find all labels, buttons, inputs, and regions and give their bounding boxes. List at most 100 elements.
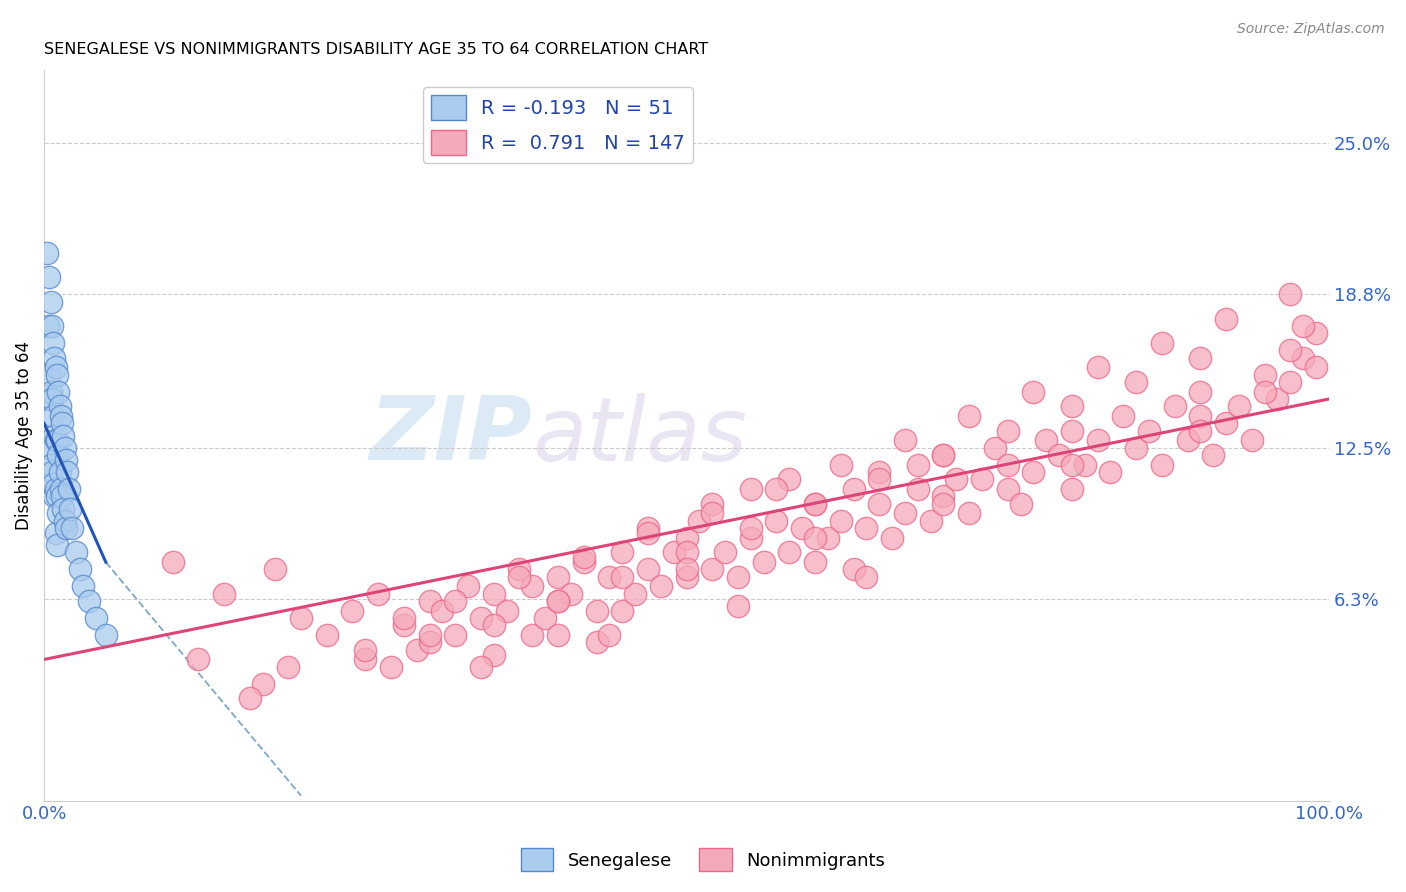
Point (1189, 409, 1212, 423)
Point (932, 497, 955, 511)
Point (1099, 465, 1122, 479)
Point (69, 562, 91, 576)
Point (957, 507, 980, 521)
Point (547, 594, 569, 608)
Point (48, 400, 70, 414)
Legend: R = -0.193   N = 51, R =  0.791   N = 147: R = -0.193 N = 51, R = 0.791 N = 147 (423, 87, 693, 162)
Point (1087, 360, 1109, 375)
Point (1279, 375, 1302, 389)
Point (187, 652, 209, 666)
Point (470, 611, 492, 625)
Point (804, 497, 827, 511)
Point (907, 458, 929, 472)
Point (55, 521, 77, 535)
Point (72, 579, 94, 593)
Point (534, 611, 557, 625)
Point (94, 628, 117, 642)
Point (804, 531, 827, 545)
Point (1279, 343, 1302, 358)
Point (880, 531, 903, 545)
Point (1292, 318, 1315, 333)
Point (45, 360, 67, 375)
Point (1022, 384, 1045, 399)
Point (354, 652, 377, 666)
Point (624, 587, 647, 601)
Point (508, 562, 530, 576)
Point (727, 599, 749, 613)
Point (290, 611, 312, 625)
Point (855, 521, 877, 535)
Point (44, 428, 66, 442)
Point (42, 409, 65, 423)
Point (1112, 409, 1135, 423)
Point (932, 489, 955, 503)
Point (46, 434, 69, 448)
Point (1189, 351, 1212, 365)
Point (1164, 400, 1187, 414)
Point (470, 659, 492, 673)
Point (58, 482, 80, 496)
Point (1035, 434, 1057, 448)
Point (1253, 368, 1275, 382)
Point (48, 465, 70, 479)
Point (444, 594, 467, 608)
Point (51, 417, 73, 431)
Point (264, 562, 287, 576)
Point (46, 368, 69, 382)
Point (650, 579, 672, 593)
Point (740, 482, 762, 496)
Point (495, 604, 517, 618)
Point (239, 691, 262, 706)
Point (1305, 360, 1327, 375)
Point (1177, 434, 1199, 448)
Point (45, 525, 67, 540)
Point (752, 555, 775, 569)
Point (51, 489, 73, 503)
Point (842, 562, 865, 576)
Point (522, 628, 544, 642)
Point (277, 659, 299, 673)
Point (957, 409, 980, 423)
Point (855, 570, 877, 584)
Point (42, 477, 65, 491)
Point (932, 448, 955, 462)
Point (212, 587, 235, 601)
Point (792, 521, 814, 535)
Point (702, 562, 724, 576)
Point (444, 628, 467, 642)
Point (714, 545, 737, 559)
Point (1060, 400, 1083, 414)
Point (894, 434, 917, 448)
Point (65, 545, 87, 559)
Point (354, 642, 377, 657)
Point (740, 531, 762, 545)
Point (35, 246, 58, 260)
Point (1060, 424, 1083, 438)
Point (830, 458, 852, 472)
Point (405, 642, 427, 657)
Point (894, 507, 917, 521)
Point (804, 497, 827, 511)
Point (1074, 458, 1097, 472)
Point (53, 441, 76, 455)
Point (598, 570, 620, 584)
Point (970, 472, 993, 486)
Point (868, 497, 890, 511)
Point (830, 514, 852, 528)
Point (38, 368, 60, 382)
Legend: Senegalese, Nonimmigrants: Senegalese, Nonimmigrants (513, 841, 893, 879)
Point (522, 579, 544, 593)
Point (984, 441, 1007, 455)
Point (392, 618, 415, 632)
Point (45, 434, 67, 448)
Point (1305, 326, 1327, 341)
Point (1125, 441, 1147, 455)
Point (778, 472, 800, 486)
Point (457, 579, 479, 593)
Point (52, 501, 75, 516)
Point (932, 448, 955, 462)
Point (1292, 351, 1315, 365)
Point (1202, 448, 1225, 462)
Point (39, 294, 62, 309)
Point (1279, 287, 1302, 301)
